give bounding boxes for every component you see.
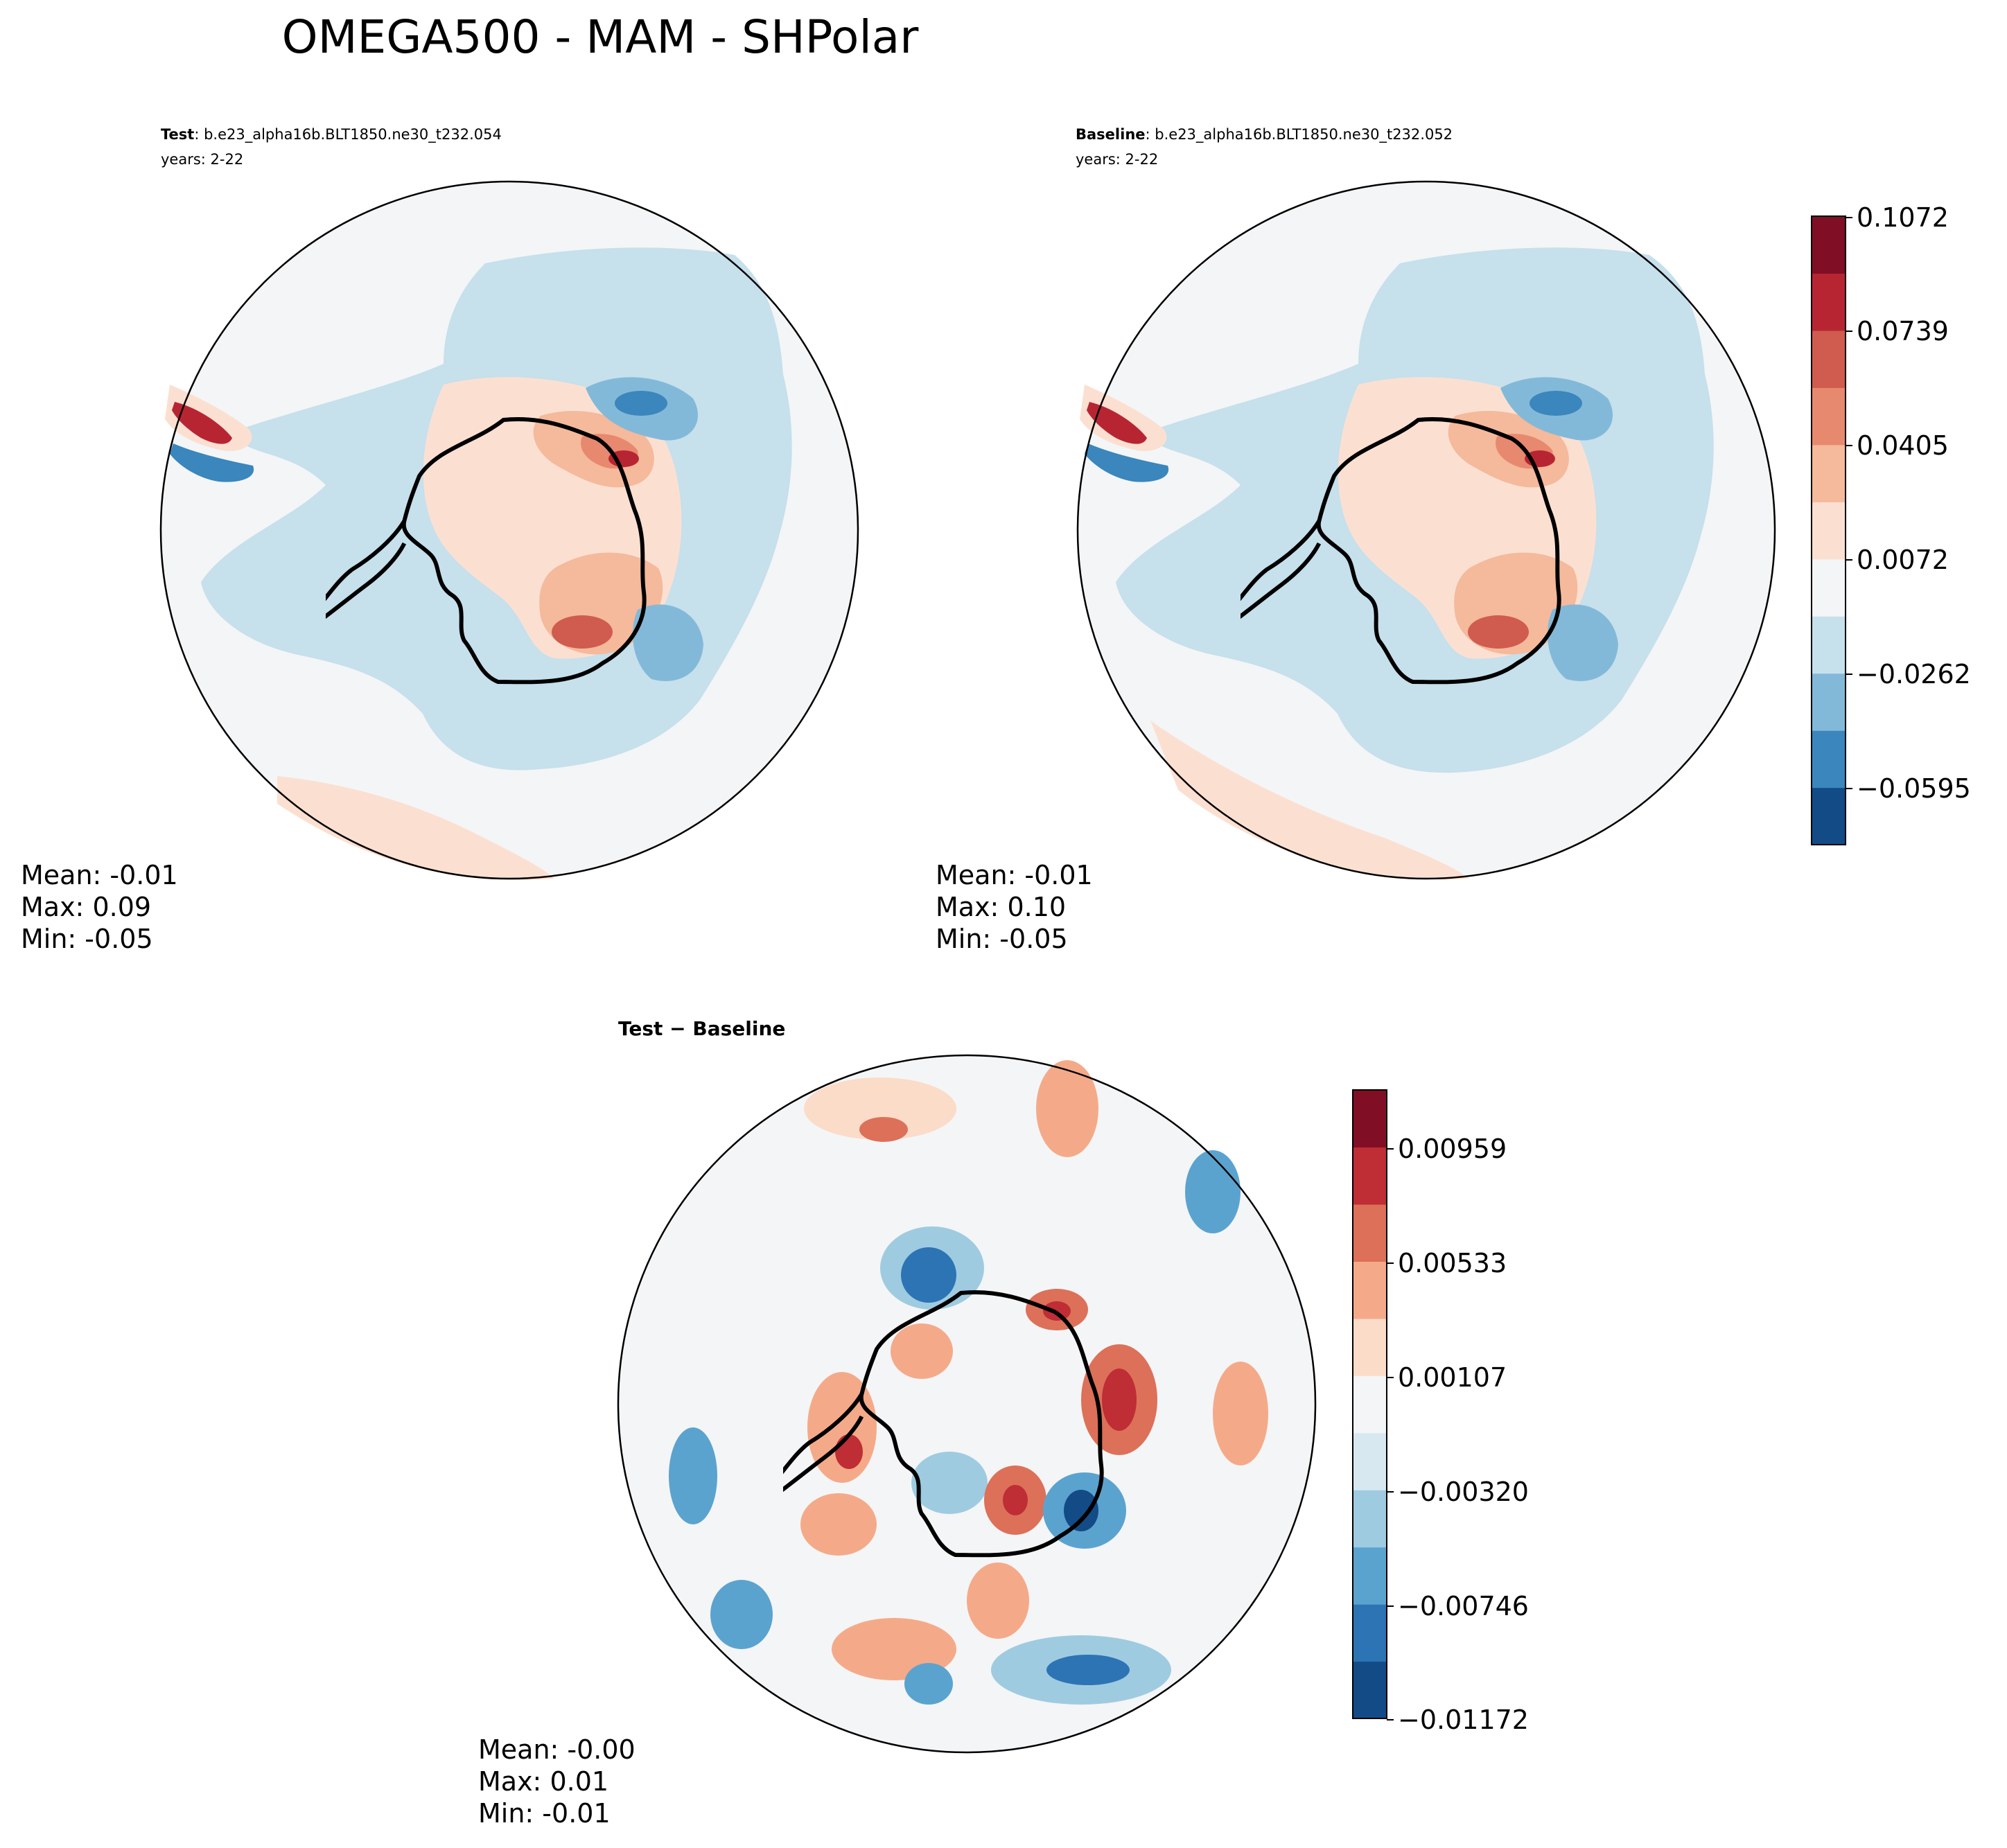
diff-neg-blob-5	[669, 1427, 717, 1524]
main-colorbar-tick-label: 0.0405	[1857, 430, 1949, 461]
diff-colorbar-swatch	[1353, 1490, 1387, 1548]
baseline-label: Baseline: b.e23_alpha16b.BLT1850.ne30_t2…	[1076, 126, 1453, 143]
diff-colorbar-swatch	[1353, 1547, 1387, 1605]
diff-pos-core-7	[1003, 1485, 1028, 1515]
baseline-label-case: : b.e23_alpha16b.BLT1850.ne30_t232.052	[1146, 126, 1453, 143]
test-negative-patch	[632, 604, 703, 681]
main-colorbar-swatch	[1812, 444, 1846, 502]
panel-baseline: Baseline: b.e23_alpha16b.BLT1850.ne30_t2…	[936, 126, 1776, 954]
main-colorbar-swatch	[1812, 787, 1846, 845]
test-label-bold: Test	[161, 126, 194, 143]
baseline-negative-patch	[1547, 604, 1618, 681]
colorbar-main: 0.1072 0.0739 0.0405 0.0072 −0.0262 −0.0595	[1811, 202, 1971, 845]
main-colorbar-swatch	[1812, 730, 1846, 789]
diff-colorbar-tick-label: 0.00533	[1398, 1248, 1507, 1278]
diff-colorbar-swatch	[1353, 1375, 1387, 1434]
figure-title: OMEGA500 - MAM - SHPolar	[282, 10, 920, 64]
diff-colorbar-tick-label: −0.01172	[1398, 1705, 1529, 1735]
main-colorbar-swatch	[1812, 502, 1846, 560]
test-negative-core	[615, 391, 667, 416]
diff-pos-blob-2	[1036, 1060, 1098, 1157]
test-stat-max: Max: 0.09	[21, 892, 151, 922]
diff-colorbar-swatch	[1353, 1204, 1387, 1262]
main-colorbar-tick-label: 0.1072	[1857, 202, 1949, 233]
diff-stat-mean: Mean: -0.00	[478, 1734, 636, 1765]
diff-colorbar-swatch	[1353, 1261, 1387, 1319]
panel-diff: Test − Baseline	[478, 1017, 1317, 1829]
baseline-positive-lobe-core	[1468, 615, 1529, 649]
diff-colorbar-tick-label: −0.00746	[1398, 1591, 1529, 1621]
diff-colorbar-tick-label: −0.00320	[1398, 1477, 1529, 1507]
main-colorbar-swatch	[1812, 673, 1846, 731]
test-positive-rim	[277, 776, 554, 881]
main-colorbar-outline	[1811, 215, 1846, 845]
main-colorbar-tick-label: 0.0739	[1857, 316, 1949, 346]
test-stat-mean: Mean: -0.01	[21, 860, 178, 890]
diff-map	[617, 1054, 1317, 1754]
diff-colorbar-swatch	[1353, 1661, 1387, 1719]
diff-pos-blob-11	[1213, 1362, 1268, 1466]
test-map-boundary	[159, 180, 859, 880]
test-map	[159, 180, 859, 881]
baseline-map-boundary	[1076, 180, 1776, 880]
diff-pos-blob-9	[967, 1563, 1029, 1639]
baseline-stat-max: Max: 0.10	[936, 892, 1066, 922]
main-colorbar-swatch	[1812, 330, 1846, 388]
diff-colorbar-swatch	[1353, 1604, 1387, 1662]
diff-neg-blob-7	[710, 1580, 773, 1649]
test-stat-min: Min: -0.05	[21, 924, 153, 954]
diff-stat-max: Max: 0.01	[478, 1766, 608, 1797]
diff-pos-blob-4	[891, 1323, 953, 1379]
diff-colorbar-tick-label: 0.00107	[1398, 1362, 1507, 1393]
diff-pos-core-6	[835, 1434, 863, 1469]
diff-colorbar-swatch	[1353, 1090, 1387, 1148]
diff-neg-blob-3	[911, 1452, 988, 1514]
diff-pos-core-1	[859, 1117, 908, 1142]
main-colorbar-swatch	[1812, 616, 1846, 674]
baseline-dipole-neg	[1085, 443, 1169, 482]
diff-colorbar-tick-label: 0.00959	[1398, 1134, 1507, 1164]
diff-colorbar-outline	[1352, 1089, 1387, 1719]
baseline-negative-core	[1530, 391, 1582, 416]
baseline-map	[1076, 180, 1776, 880]
diff-neg-core-6	[1046, 1655, 1130, 1685]
test-label-case: : b.e23_alpha16b.BLT1850.ne30_t232.054	[194, 126, 502, 143]
diff-colorbar-swatch	[1353, 1432, 1387, 1490]
colorbar-diff: 0.00959 0.00533 0.00107 −0.00320 −0.00746 −0.…	[1352, 1089, 1529, 1735]
diff-pos-core-5	[1102, 1369, 1137, 1431]
baseline-years: years: 2-22	[1076, 151, 1158, 168]
baseline-stat-min: Min: -0.05	[936, 924, 1068, 954]
diff-neg-blob-1	[1185, 1150, 1241, 1233]
main-colorbar-swatch	[1812, 273, 1846, 331]
diff-neg-core-2	[901, 1247, 956, 1303]
test-label: Test: b.e23_alpha16b.BLT1850.ne30_t232.0…	[161, 126, 502, 143]
main-colorbar-swatch	[1812, 558, 1846, 617]
test-positive-lobe-core	[552, 615, 613, 649]
diff-label: Test − Baseline	[618, 1017, 785, 1040]
main-colorbar-tick-label: −0.0262	[1857, 659, 1971, 689]
diff-neg-blob-8	[904, 1663, 953, 1705]
diff-stat-min: Min: -0.01	[478, 1798, 611, 1829]
main-colorbar-swatch	[1812, 387, 1846, 446]
baseline-positive-rim	[1150, 721, 1469, 880]
baseline-dipole-pos	[1087, 402, 1147, 444]
baseline-label-bold: Baseline	[1076, 126, 1146, 143]
main-colorbar-tick-label: 0.0072	[1857, 545, 1949, 575]
baseline-stat-mean: Mean: -0.01	[936, 860, 1093, 890]
diff-pos-blob-8	[800, 1493, 877, 1556]
diff-map-boundary	[617, 1054, 1317, 1754]
test-dipole-pos	[172, 402, 232, 444]
panel-test: Test: b.e23_alpha16b.BLT1850.ne30_t232.0…	[21, 126, 859, 954]
test-years: years: 2-22	[161, 151, 243, 168]
main-colorbar-swatch	[1812, 216, 1846, 274]
diff-neg-core-4	[1064, 1490, 1098, 1531]
diff-colorbar-swatch	[1353, 1318, 1387, 1376]
diff-pos-blob-1	[804, 1077, 956, 1140]
diff-colorbar-swatch	[1353, 1147, 1387, 1205]
test-dipole-neg	[170, 443, 254, 482]
main-colorbar-tick-label: −0.0595	[1857, 773, 1971, 804]
